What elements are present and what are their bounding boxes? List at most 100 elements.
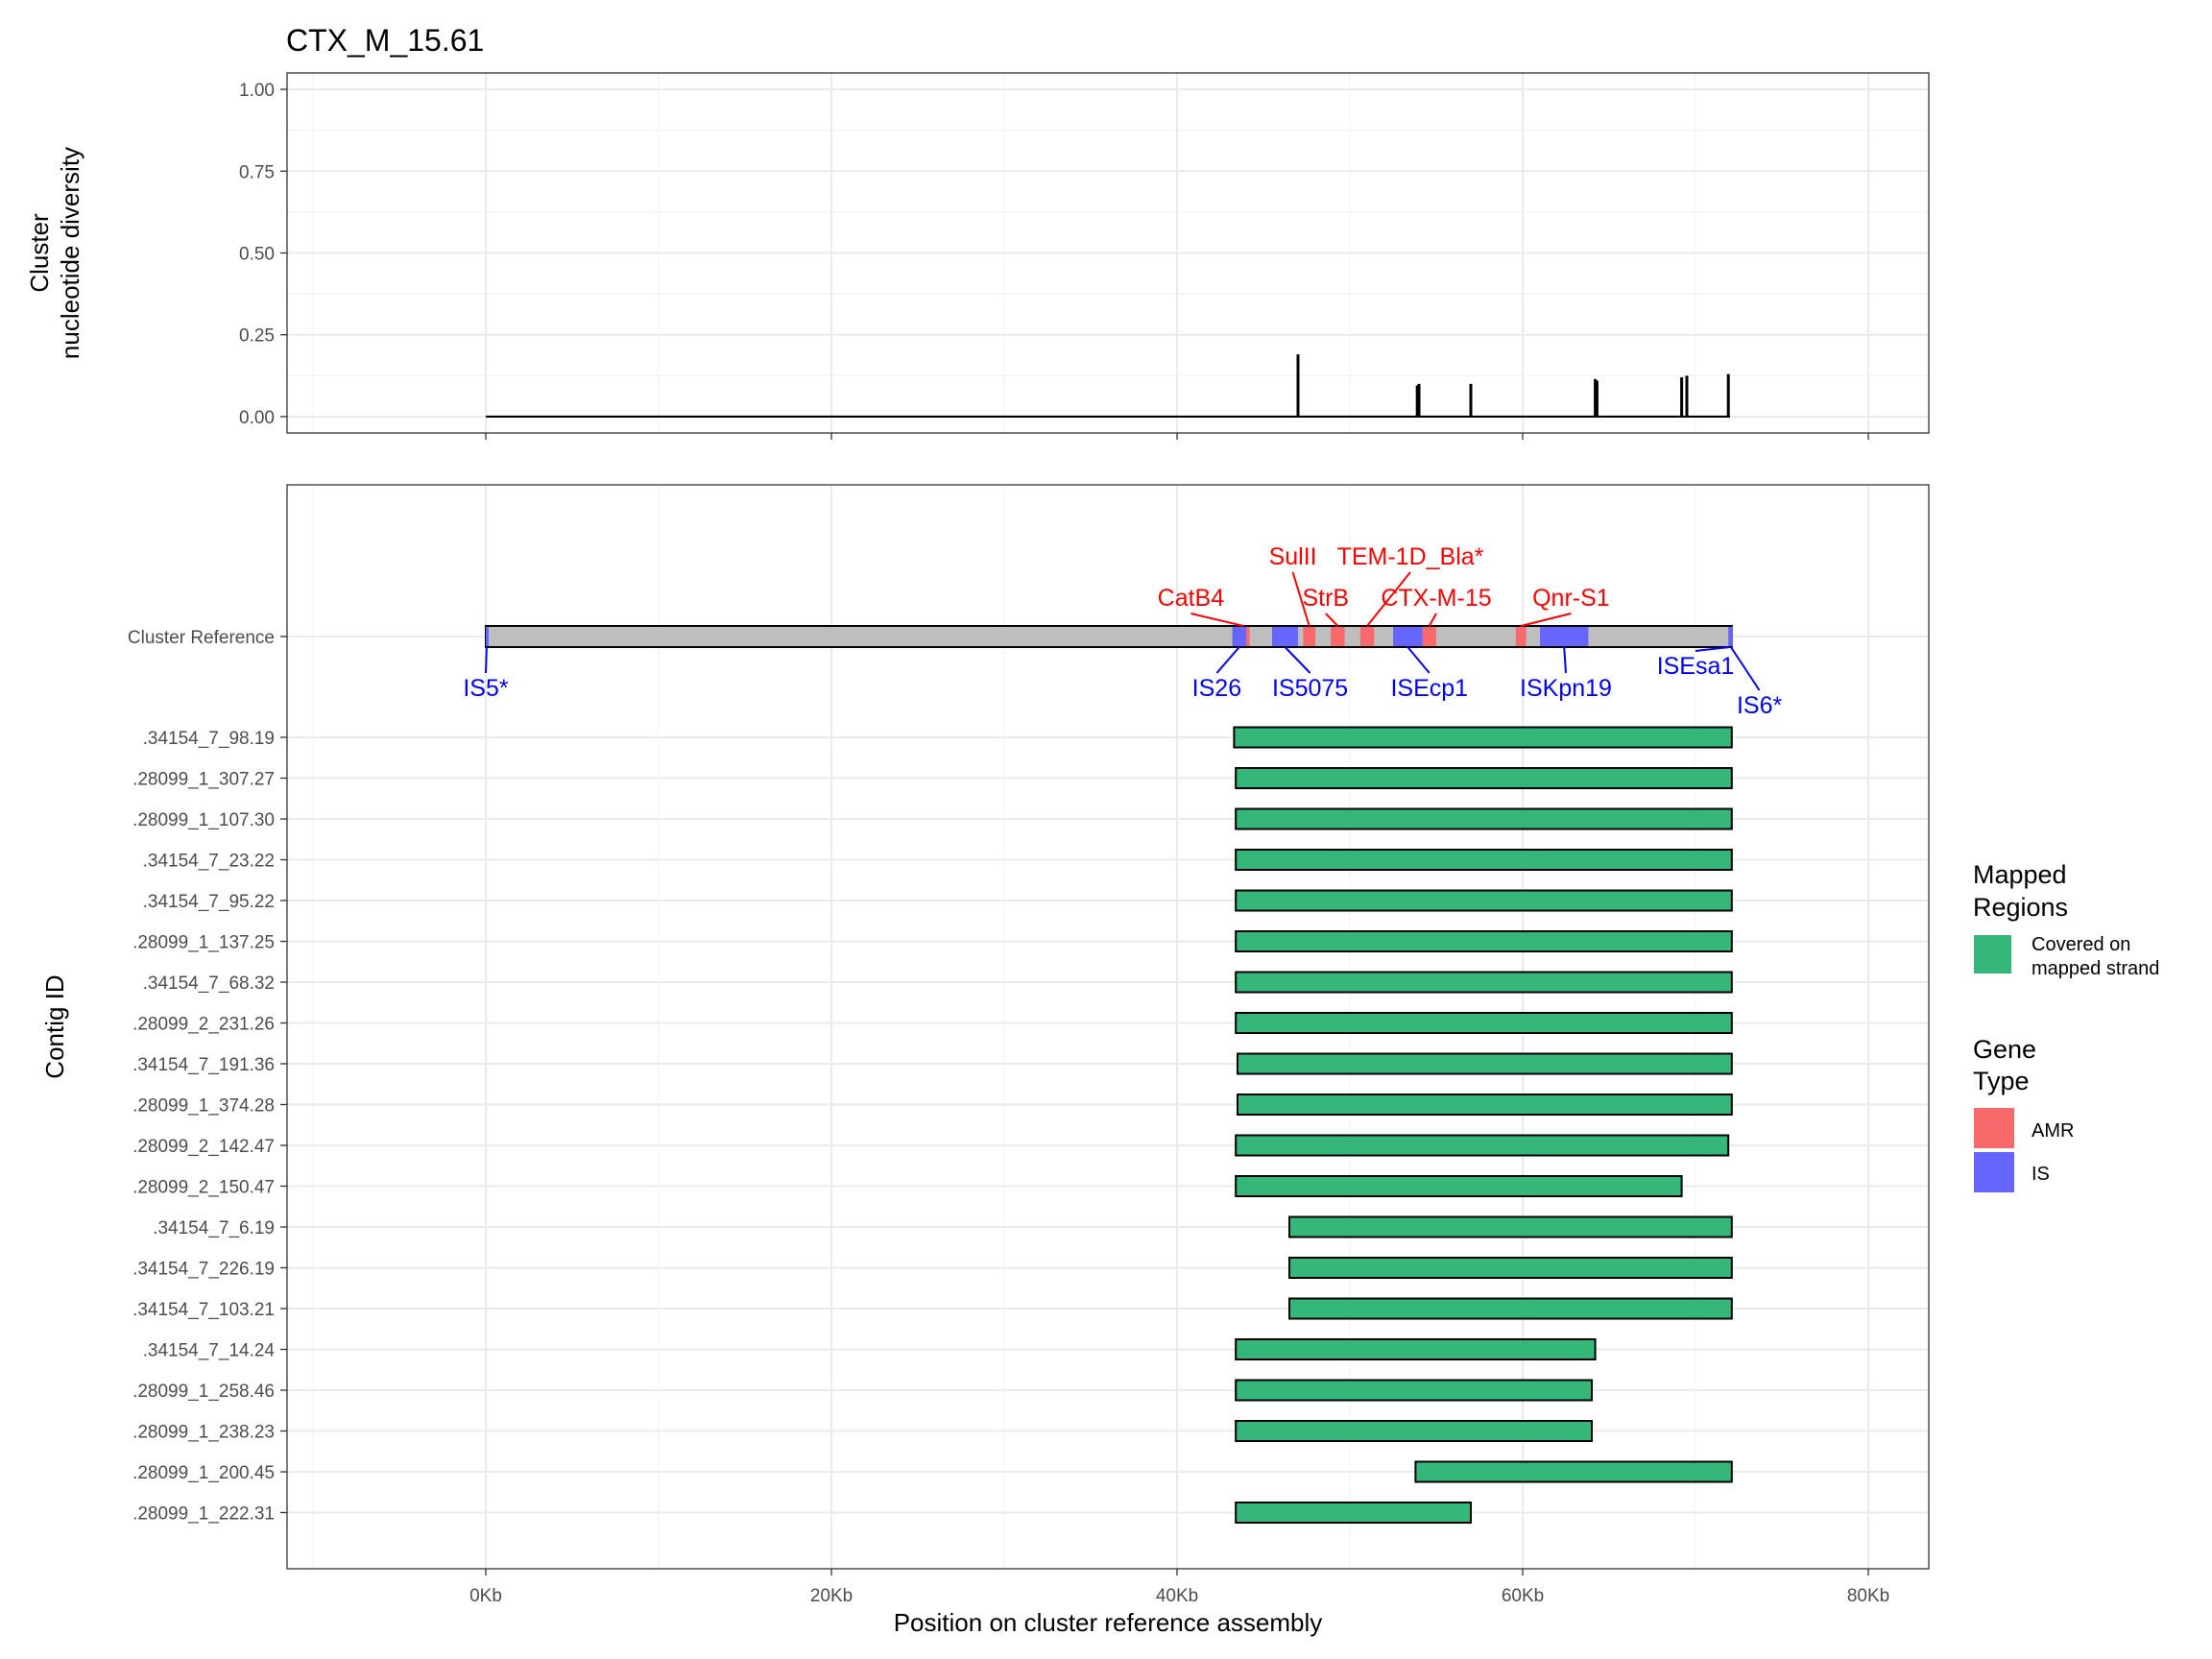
y-tick-label: .28099_2_150.47 [132,1178,275,1198]
legend-is-key [1974,1152,2014,1192]
legend-amr-label: AMR [2032,1120,2074,1142]
contig-bar [1235,849,1733,871]
gene-block-strb [1331,627,1345,646]
gene-block-is5075 [1272,627,1298,646]
x-tick-label: 40Kb [1156,1586,1198,1606]
gene-block-is6 [1730,627,1733,646]
contig-bar [1235,767,1733,789]
gene-block-ctx-m-15 [1422,627,1436,646]
gene-label-tem-1d-bla: TEM-1D_Bla* [1337,543,1484,570]
contig-bar [1288,1215,1733,1238]
y-tick-label: .28099_1_258.46 [132,1382,275,1402]
y-tick-label: .28099_1_137.25 [132,933,275,953]
x-tick-label: 60Kb [1502,1586,1544,1606]
contig-bars [1233,726,1733,1524]
diversity-y-axis-title-line2: nucleotide diversity [56,147,84,359]
gene-label-strb: StrB [1302,585,1349,612]
contig-bar [1235,1134,1730,1157]
gene-leader-sulii [1291,571,1310,627]
y-tick-label: .28099_1_222.31 [132,1504,275,1525]
y-tick-label-cluster-reference: Cluster Reference [128,628,275,648]
legend-mapped-title-line2: Regions [1973,893,2068,922]
gene-leader-tem-1d-bla [1366,571,1411,627]
legend: Mapped Regions Covered on mapped strand … [1973,860,2159,1192]
gene-label-catb4: CatB4 [1158,585,1225,612]
contig-bar [1235,1175,1683,1197]
contig-bar [1235,1502,1472,1524]
contig-y-axis-title: Contig ID [40,974,69,1078]
gene-block-tem-1d-bla [1359,627,1375,646]
chart-title: CTX_M_15.61 [286,23,484,58]
y-tick-label: .34154_7_23.22 [143,852,275,872]
y-tick-label: 0.75 [239,162,275,182]
contig-bar [1288,1257,1733,1279]
gene-leader-is6 [1730,646,1761,691]
legend-covered-label-line1: Covered on [2032,934,2130,955]
gene-block-iskpn19 [1540,627,1589,646]
gene-leader-qnr-s1 [1520,613,1572,627]
contig-bar [1288,1297,1733,1320]
y-tick-label: .34154_7_6.19 [153,1218,275,1238]
diversity-y-axis: 0.00 0.25 0.50 0.75 1.00 [239,81,287,428]
gene-block-sulii [1303,627,1315,646]
contig-bar [1235,930,1733,952]
y-tick-label: .28099_1_374.28 [132,1096,275,1117]
contig-bar [1235,971,1733,994]
gene-label-is6: IS6* [1737,692,1783,719]
gene-label-isecp1: ISEcp1 [1390,675,1468,702]
x-tick-label: 80Kb [1847,1586,1889,1606]
diversity-panel: 0.00 0.25 0.50 0.75 1.00 Cluster nucleotide … [25,72,1930,440]
y-tick-label: .28099_1_107.30 [132,810,275,830]
y-tick-label: .34154_7_98.19 [143,729,275,749]
diversity-x-ticks [485,433,1869,440]
contig-panel-border [286,484,1930,1570]
contig-bar [1237,1094,1733,1116]
contig-y-axis: Cluster Reference .34154_7_98.19 .28099_1_… [128,628,287,1525]
gene-leader-strb [1325,613,1339,627]
gene-label-is5: IS5* [463,675,509,702]
contig-x-axis: 0Kb 20Kb 40Kb 60Kb 80Kb [469,1569,1889,1606]
contig-x-axis-title: Position on cluster reference assembly [894,1608,1323,1637]
contig-bar [1233,726,1733,749]
y-tick-label: .34154_7_68.32 [143,974,275,994]
contig-panel: CatB4 SulII StrB TEM-1D_Bla* CTX-M-15 Qnr-S1 I… [40,484,1930,1637]
y-tick-label: .28099_2_142.47 [132,1137,275,1157]
legend-amr-key [1974,1108,2014,1148]
x-tick-label: 20Kb [810,1586,853,1606]
y-tick-label: .34154_7_226.19 [132,1260,275,1280]
gene-label-qnr-s1: Qnr-S1 [1532,585,1610,612]
contig-bar [1235,1379,1593,1402]
gene-leader-isecp1 [1407,646,1431,674]
y-tick-label: 0.25 [239,326,275,347]
gene-annotations: CatB4 SulII StrB TEM-1D_Bla* CTX-M-15 Qnr-S1 I… [463,543,1782,719]
gene-leader-is26 [1215,646,1240,674]
gene-label-ctx-m-15: CTX-M-15 [1381,585,1491,612]
gene-label-sulii: SulII [1269,543,1317,570]
legend-covered-label-line2: mapped strand [2032,958,2159,979]
gene-label-is5075: IS5075 [1272,675,1348,702]
y-tick-label: .28099_2_231.26 [132,1015,275,1035]
contig-bar [1235,1420,1593,1442]
gene-label-iskpn19: ISKpn19 [1520,675,1612,702]
gene-block-qnr-s1 [1515,627,1527,646]
contig-bar [1235,1012,1733,1034]
diversity-series [486,354,1730,419]
gene-label-isesa1: ISEsa1 [1657,653,1735,680]
y-tick-label: .34154_7_191.36 [132,1055,275,1075]
gene-label-is26: IS26 [1192,675,1241,702]
gene-leader-catb4 [1190,613,1244,627]
contig-bar [1235,889,1733,912]
contig-bar [1414,1460,1733,1483]
y-tick-label: 0.50 [239,245,275,265]
y-tick-label: .34154_7_14.24 [143,1341,276,1361]
gene-block-is5 [486,627,489,646]
x-tick-label: 0Kb [469,1586,502,1606]
legend-gene-title-line1: Gene [1973,1035,2036,1064]
contig-bar [1237,1052,1733,1075]
legend-mapped-title-line1: Mapped [1973,860,2067,889]
contig-bar [1235,1338,1597,1360]
gene-leader-isesa1 [1695,646,1731,652]
contig-bar [1235,807,1733,830]
y-tick-label: .34154_7_103.21 [132,1300,275,1320]
